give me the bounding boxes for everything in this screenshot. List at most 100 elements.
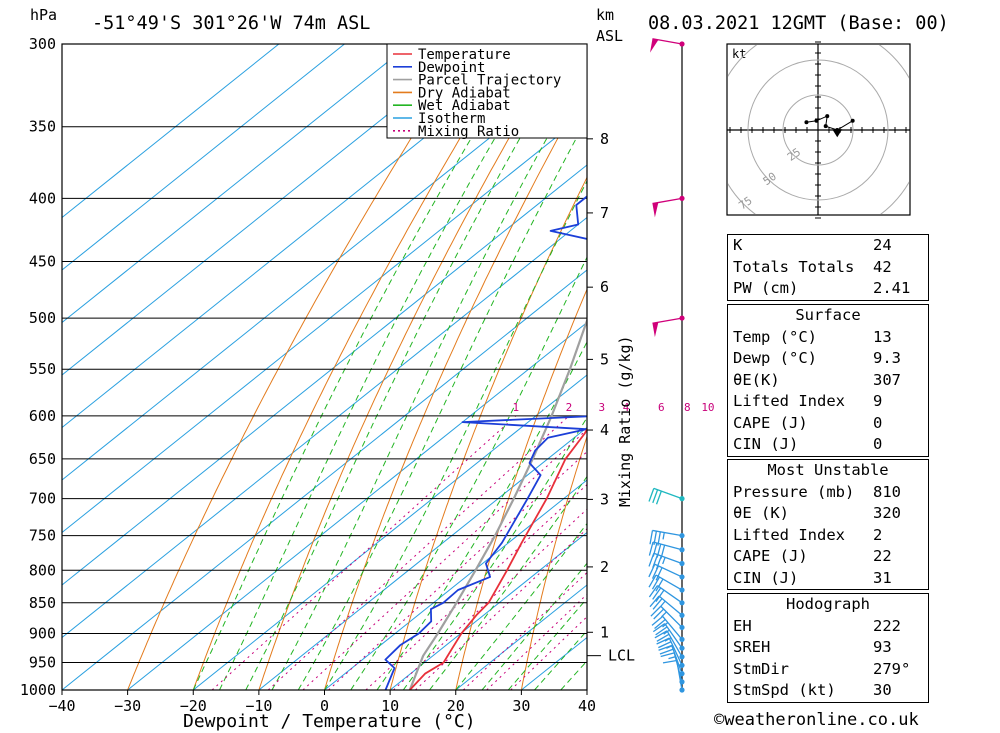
wind-barb-shaft	[658, 595, 683, 616]
mixing-ratio-label: 3	[599, 401, 606, 414]
wind-barb-feather	[658, 641, 672, 649]
mixing-ratio-label: 10	[701, 401, 714, 414]
pressure-tick-label: 300	[29, 35, 56, 53]
hodo-row: EH 222	[728, 616, 928, 638]
pressure-tick-label: 550	[29, 360, 56, 378]
hodograph-ring	[782, 94, 854, 166]
wind-barb	[654, 630, 685, 660]
pressure-tick-label: 950	[29, 653, 56, 671]
km-tick-label: 1	[600, 623, 609, 641]
wind-barb-shaft	[664, 623, 683, 649]
mixing-ratio-label: 6	[658, 401, 665, 414]
surface-label: CAPE (J)	[733, 413, 808, 432]
hodograph-unit-label: kt	[732, 47, 746, 61]
wind-barb-pennant	[652, 322, 659, 338]
hodograph-point	[850, 118, 855, 123]
wind-barb-shaft	[671, 645, 683, 674]
mu-label: CAPE (J)	[733, 547, 808, 565]
index-value: 24	[873, 236, 892, 254]
hodograph-point	[814, 118, 819, 123]
hodo-value: 279°	[873, 659, 911, 678]
temp-tick-label: −10	[245, 697, 272, 715]
pressure-tick-label: 850	[29, 594, 56, 612]
wind-barb-feather	[659, 648, 674, 655]
wind-barb-feather	[652, 623, 666, 633]
wind-barb-dot	[679, 533, 685, 539]
legend-entry: Mixing Ratio	[418, 124, 519, 140]
mixing-ratio-line	[328, 451, 587, 690]
hodo-value: 93	[873, 638, 892, 656]
wind-barb	[648, 585, 685, 606]
legend-entry: Parcel Trajectory	[418, 73, 561, 89]
wind-barb-dot	[679, 645, 685, 651]
km-tick-label: 6	[600, 278, 609, 296]
wet-adiabat-line	[245, 44, 576, 690]
wind-barb-shaft	[666, 630, 683, 658]
temp-tick-label: −20	[180, 697, 207, 715]
copyright[interactable]: ©weatheronline.co.uk	[714, 710, 919, 730]
mixing-ratio-label: 2	[566, 401, 573, 414]
wind-barb-shaft	[655, 574, 683, 591]
wind-barb-half-feather	[662, 532, 665, 540]
hodograph-ring-label: 50	[761, 170, 779, 188]
pressure-tick-label: 350	[29, 118, 56, 136]
wind-barb-dot	[679, 600, 685, 606]
wind-barb-dot	[679, 315, 685, 321]
dry-adiabat-line	[979, 44, 1000, 690]
wind-barb-shaft	[662, 615, 683, 640]
mu-value: 31	[873, 568, 892, 587]
wind-barb	[650, 605, 685, 631]
surface-value: 9.3	[873, 349, 901, 367]
hodograph-point	[825, 114, 830, 119]
wind-barb-shaft	[652, 529, 683, 537]
hodo-row: StmDir 279°	[728, 659, 928, 681]
mu-row: θE (K) 320	[728, 503, 928, 525]
surface-row: Dewp (°C) 9.3	[728, 348, 928, 370]
wind-barb-dot	[679, 195, 685, 201]
hodograph-params-table: Hodograph EH 222 SREH 93 StmDir 279° StmSpd…	[727, 593, 929, 703]
wind-barb-feather	[654, 618, 666, 629]
hodo-value: 30	[873, 681, 892, 699]
chart-profiles	[384, 195, 587, 690]
wind-barb-half-feather	[662, 557, 666, 565]
wind-barb-feather	[655, 567, 663, 581]
index-label: K	[733, 236, 743, 254]
temp-tick-label: 20	[447, 697, 465, 715]
isotherm-line	[324, 479, 587, 690]
isotherm-line	[62, 111, 587, 534]
pressure-tick-label: 600	[29, 407, 56, 425]
wind-barb-feather	[648, 488, 655, 502]
wind-barb-half-feather	[663, 629, 670, 635]
wind-barb-shaft	[654, 563, 683, 578]
mu-row: Pressure (mb) 810	[728, 482, 928, 504]
hodo-row: SREH 93	[728, 637, 928, 659]
hodograph-point	[823, 124, 828, 129]
wind-barb-shaft	[657, 585, 683, 604]
wind-barb-feather	[654, 630, 668, 639]
temp-tick-label: 0	[320, 697, 329, 715]
dewpoint-line	[384, 195, 587, 690]
x-axis-label: Dewpoint / Temperature (°C)	[183, 711, 476, 732]
mixing-ratio-label: 4	[623, 401, 630, 414]
wind-barb-feather	[650, 605, 662, 617]
km-tick-label: 7	[600, 204, 609, 222]
temp-tick-label: 30	[512, 697, 530, 715]
wind-barb	[649, 529, 685, 546]
wind-barb-dot	[679, 612, 685, 618]
km-tick-label: 4	[600, 421, 609, 439]
wind-barb-feather	[649, 530, 654, 545]
temp-tick-label: −40	[48, 697, 75, 715]
wind-barb	[662, 659, 685, 693]
wind-barb-dot	[679, 560, 685, 567]
hodograph-rings: 25 50 75	[728, 45, 909, 214]
isotherm-line	[62, 269, 587, 690]
indices-table: K 24 Totals Totals 42 PW (cm) 2.41	[727, 234, 929, 301]
hodograph-ring	[747, 59, 889, 201]
wind-barb	[652, 195, 685, 218]
legend-entry: Dry Adiabat	[418, 85, 511, 101]
wind-barb-feather	[651, 565, 660, 579]
wind-barb-feather	[649, 595, 660, 608]
wind-barb-feather	[648, 574, 657, 588]
